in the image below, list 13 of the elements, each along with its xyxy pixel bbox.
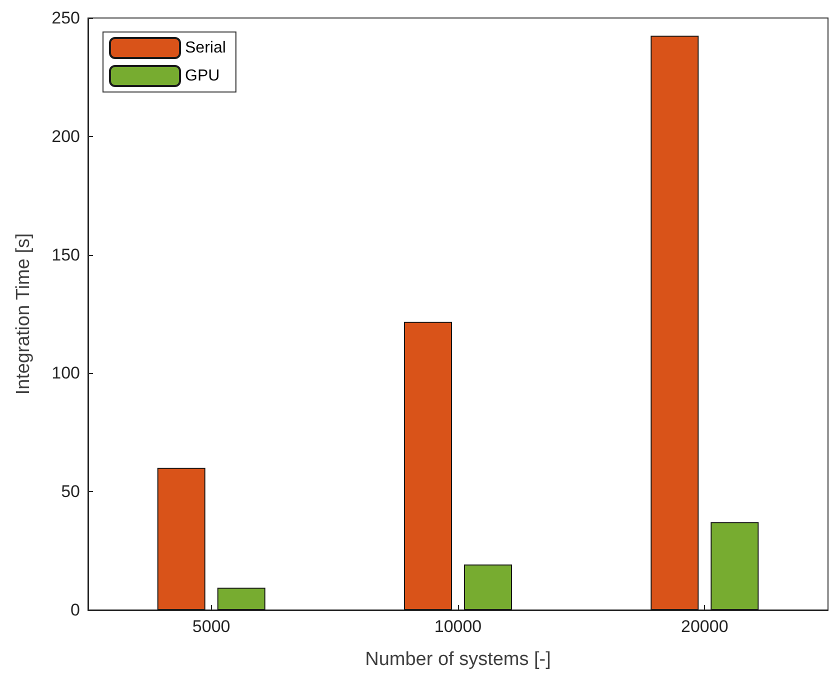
- y-tick-label: 150: [52, 245, 80, 264]
- y-tick-label: 250: [52, 8, 80, 28]
- x-tick-label: 5000: [192, 617, 230, 636]
- y-tick-label: 50: [61, 482, 80, 502]
- y-tick-label: 100: [52, 364, 80, 383]
- x-axis-title: Number of systems [-]: [365, 649, 551, 670]
- y-tick-label: 0: [70, 600, 80, 620]
- legend-label: GPU: [185, 68, 220, 84]
- x-tick-label: 20000: [681, 617, 728, 636]
- y-axis-title: Integration Time [s]: [13, 233, 34, 395]
- x-tick-label: 10000: [434, 617, 482, 636]
- legend-label: Serial: [185, 40, 226, 56]
- y-tick-label: 200: [52, 126, 80, 146]
